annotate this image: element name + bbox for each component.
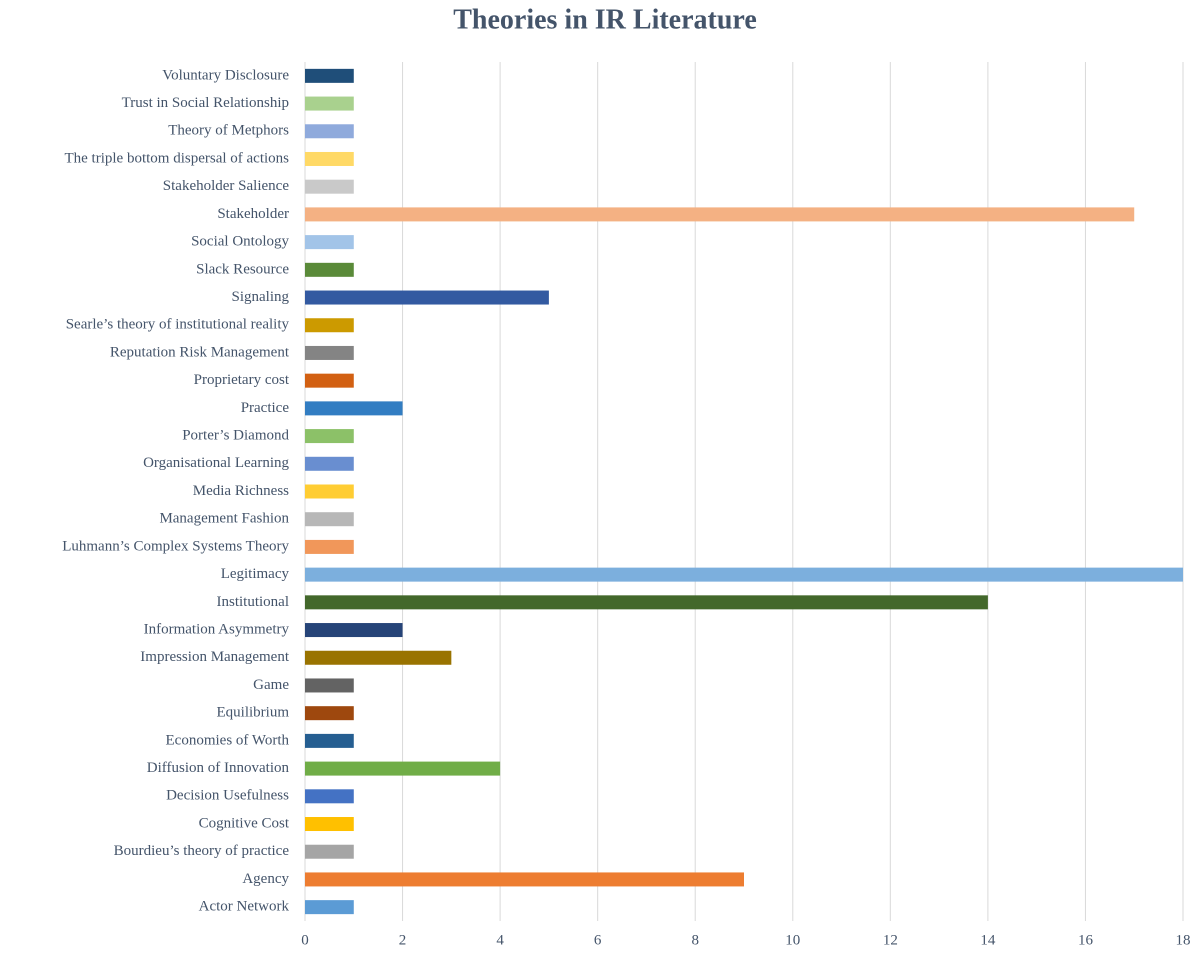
y-tick-label: Actor Network <box>199 899 290 915</box>
y-tick-label: Practice <box>241 400 290 416</box>
bar <box>305 456 354 471</box>
x-tick-label: 4 <box>496 932 504 948</box>
y-tick-label: Reputation Risk Management <box>110 344 290 360</box>
y-tick-label: Game <box>253 677 289 693</box>
y-tick-label: Legitimacy <box>221 566 290 582</box>
bar <box>305 678 354 693</box>
y-tick-label: Proprietary cost <box>194 372 290 388</box>
y-tick-label: Economies of Worth <box>166 732 290 748</box>
bar <box>305 179 354 194</box>
x-tick-label: 12 <box>883 932 898 948</box>
y-tick-label: The triple bottom dispersal of actions <box>64 150 289 166</box>
x-tick-label: 0 <box>301 932 309 948</box>
y-tick-label: Slack Resource <box>196 261 289 277</box>
y-tick-label: Social Ontology <box>191 234 289 250</box>
bar <box>305 900 354 915</box>
bar <box>305 151 354 166</box>
bar <box>305 512 354 527</box>
x-tick-label: 2 <box>399 932 407 948</box>
bar <box>305 706 354 721</box>
y-tick-label: Porter’s Diamond <box>182 428 289 444</box>
bar <box>305 789 354 804</box>
y-tick-label: Impression Management <box>140 649 290 665</box>
y-tick-label: Stakeholder Salience <box>163 178 290 194</box>
y-tick-label: Signaling <box>231 289 289 305</box>
x-tick-label: 8 <box>691 932 699 948</box>
bar <box>305 429 354 444</box>
y-tick-label: Voluntary Disclosure <box>162 67 289 83</box>
bar <box>305 872 744 887</box>
bar <box>305 345 354 360</box>
y-tick-label: Theory of Metphors <box>168 123 289 139</box>
bar <box>305 484 354 499</box>
y-tick-label: Searle’s theory of institutional reality <box>66 317 290 333</box>
y-tick-label: Luhmann’s Complex Systems Theory <box>62 538 289 554</box>
y-tick-label: Management Fashion <box>159 511 289 527</box>
bar <box>305 124 354 139</box>
y-tick-label: Media Richness <box>193 483 289 499</box>
chart-title: Theories in IR Literature <box>453 4 757 35</box>
bar <box>305 539 354 554</box>
y-tick-label: Information Asymmetry <box>144 621 290 637</box>
x-tick-label: 6 <box>594 932 602 948</box>
y-tick-label: Cognitive Cost <box>199 815 290 831</box>
x-tick-label: 16 <box>1078 932 1094 948</box>
y-tick-label: Equilibrium <box>217 705 290 721</box>
bar <box>305 262 354 277</box>
bar <box>305 733 354 748</box>
bar <box>305 595 988 610</box>
x-tick-label: 18 <box>1176 932 1191 948</box>
bar <box>305 235 354 250</box>
bar <box>305 817 354 832</box>
bar <box>305 96 354 111</box>
x-tick-label: 10 <box>785 932 800 948</box>
bar <box>305 761 501 776</box>
bar <box>305 373 354 388</box>
y-tick-label: Decision Usefulness <box>166 788 289 804</box>
bar <box>305 623 403 638</box>
bar <box>305 207 1135 222</box>
y-tick-label: Agency <box>242 871 289 887</box>
y-tick-label: Organisational Learning <box>143 455 289 471</box>
bar <box>305 318 354 333</box>
y-tick-label: Institutional <box>217 594 290 610</box>
bar <box>305 290 549 305</box>
bar <box>305 567 1183 582</box>
bar <box>305 401 403 416</box>
y-tick-label: Stakeholder <box>217 206 289 222</box>
bar <box>305 844 354 859</box>
y-tick-label: Trust in Social Relationship <box>122 95 289 111</box>
y-tick-label: Bourdieu’s theory of practice <box>114 843 290 859</box>
x-tick-label: 14 <box>980 932 996 948</box>
bar <box>305 650 452 665</box>
bar <box>305 68 354 83</box>
y-tick-label: Diffusion of Innovation <box>147 760 290 776</box>
